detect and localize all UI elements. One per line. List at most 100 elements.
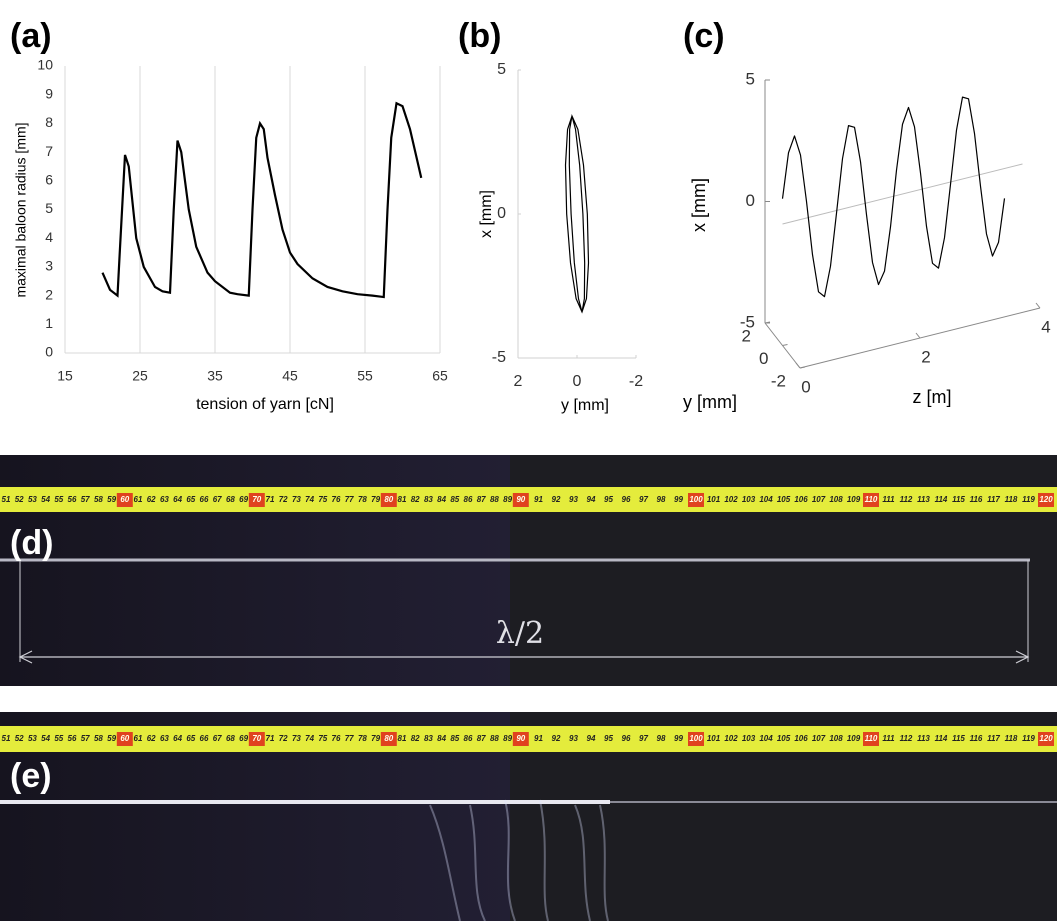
data-line <box>101 101 423 299</box>
depth-tick-label: 0 <box>759 349 768 368</box>
x-tick-label: 0 <box>573 373 582 390</box>
depth-axis-title: y [mm] <box>683 392 737 412</box>
tape-number: 75 <box>318 734 327 743</box>
tape-highlight <box>248 732 265 746</box>
tape-number: 61 <box>134 734 143 743</box>
tape-number: 86 <box>464 734 473 743</box>
tape-number: 119 <box>1022 495 1035 504</box>
tape-number: 104 <box>759 495 773 504</box>
y-tick-label: 0 <box>45 344 53 360</box>
tape-number: 74 <box>305 734 314 743</box>
tape-number: 51 <box>2 734 11 743</box>
y-tick-label: 8 <box>45 114 53 130</box>
tape-number: 88 <box>490 495 499 504</box>
tape-number: 113 <box>917 734 930 743</box>
tape-number: 54 <box>41 734 50 743</box>
tape-number: 85 <box>450 734 459 743</box>
x-tick-label: -2 <box>629 373 643 390</box>
x-tick-label: 55 <box>357 368 373 384</box>
tape-number: 115 <box>952 734 965 743</box>
data-line <box>781 96 1006 298</box>
tape-number: 61 <box>134 495 143 504</box>
tape-highlight <box>688 493 704 507</box>
tape-number: 107 <box>812 495 826 504</box>
tape-number: 87 <box>477 734 486 743</box>
tape-number: 71 <box>266 495 275 504</box>
tape-number: 117 <box>987 734 1000 743</box>
tape-number: 56 <box>68 734 77 743</box>
tape-number: 64 <box>173 495 182 504</box>
tape-number: 98 <box>657 734 666 743</box>
tape-number: 78 <box>358 495 367 504</box>
tape-number: 70 <box>252 734 261 743</box>
tape-number: 63 <box>160 734 169 743</box>
tape-number: 76 <box>332 495 341 504</box>
y-tick-label: 1 <box>45 315 53 331</box>
tape-number: 71 <box>266 734 275 743</box>
tape-number: 91 <box>534 495 543 504</box>
panel-label: (b) <box>458 17 501 55</box>
tape-number: 81 <box>398 495 407 504</box>
tick-mark <box>782 344 788 346</box>
tape-number: 103 <box>742 734 756 743</box>
y-tick-label: 5 <box>746 69 755 88</box>
tape-number: 99 <box>674 495 683 504</box>
tape-highlight <box>116 732 133 746</box>
tape-highlight <box>863 732 879 746</box>
tape-highlight <box>512 493 529 507</box>
tape-number: 114 <box>935 495 948 504</box>
y-tick-label: 7 <box>45 143 53 159</box>
tape-number: 114 <box>935 734 948 743</box>
tape-number: 116 <box>970 495 983 504</box>
tape-number: 76 <box>332 734 341 743</box>
panel-label: (d) <box>10 524 53 562</box>
tape-number: 111 <box>882 734 895 743</box>
tape-number: 91 <box>534 734 543 743</box>
tape-number: 86 <box>464 495 473 504</box>
tape-number: 94 <box>587 734 596 743</box>
tape-number: 93 <box>569 734 578 743</box>
tape-number: 52 <box>15 734 24 743</box>
tape-number: 110 <box>865 495 878 504</box>
tape-number: 52 <box>15 495 24 504</box>
y-tick-label: -5 <box>740 312 755 331</box>
tape-number: 113 <box>917 495 930 504</box>
tape-number: 99 <box>674 734 683 743</box>
tape-number: 92 <box>552 495 561 504</box>
x-tick-label: 4 <box>1041 317 1050 336</box>
tape-number: 95 <box>604 734 613 743</box>
tape-number: 93 <box>569 495 578 504</box>
x-tick-label: 45 <box>282 368 298 384</box>
y-tick-label: 9 <box>45 85 53 101</box>
tape-number: 60 <box>120 495 129 504</box>
tape-highlight <box>248 493 265 507</box>
tape-number: 98 <box>657 495 666 504</box>
tape-number: 111 <box>882 495 895 504</box>
tape-number: 58 <box>94 495 103 504</box>
tape-number: 79 <box>371 495 380 504</box>
tape-number: 120 <box>1039 495 1053 504</box>
tape-number: 101 <box>707 495 721 504</box>
tape-number: 118 <box>1005 734 1018 743</box>
tape-number: 68 <box>226 734 235 743</box>
arrow-heads <box>18 650 1030 664</box>
tape-number: 116 <box>970 734 983 743</box>
tape-number: 62 <box>147 734 156 743</box>
tape-number: 67 <box>213 495 222 504</box>
y-tick-label: -5 <box>492 349 506 366</box>
tape-number: 107 <box>812 734 826 743</box>
panel-label: (e) <box>10 757 52 795</box>
y-tick-label: 5 <box>45 200 53 216</box>
tape-number: 112 <box>900 495 913 504</box>
tape-number: 54 <box>41 495 50 504</box>
tape-number: 108 <box>829 734 843 743</box>
y-axis-title: x [mm] <box>478 190 495 238</box>
tape-number: 51 <box>2 495 11 504</box>
tape-number: 57 <box>81 734 90 743</box>
y-tick-label: 6 <box>45 172 53 188</box>
yarn-balloon <box>429 799 609 921</box>
tape-highlight <box>380 732 397 746</box>
tape-number: 106 <box>794 734 808 743</box>
tape-number: 53 <box>28 495 37 504</box>
tape-number: 82 <box>411 495 420 504</box>
